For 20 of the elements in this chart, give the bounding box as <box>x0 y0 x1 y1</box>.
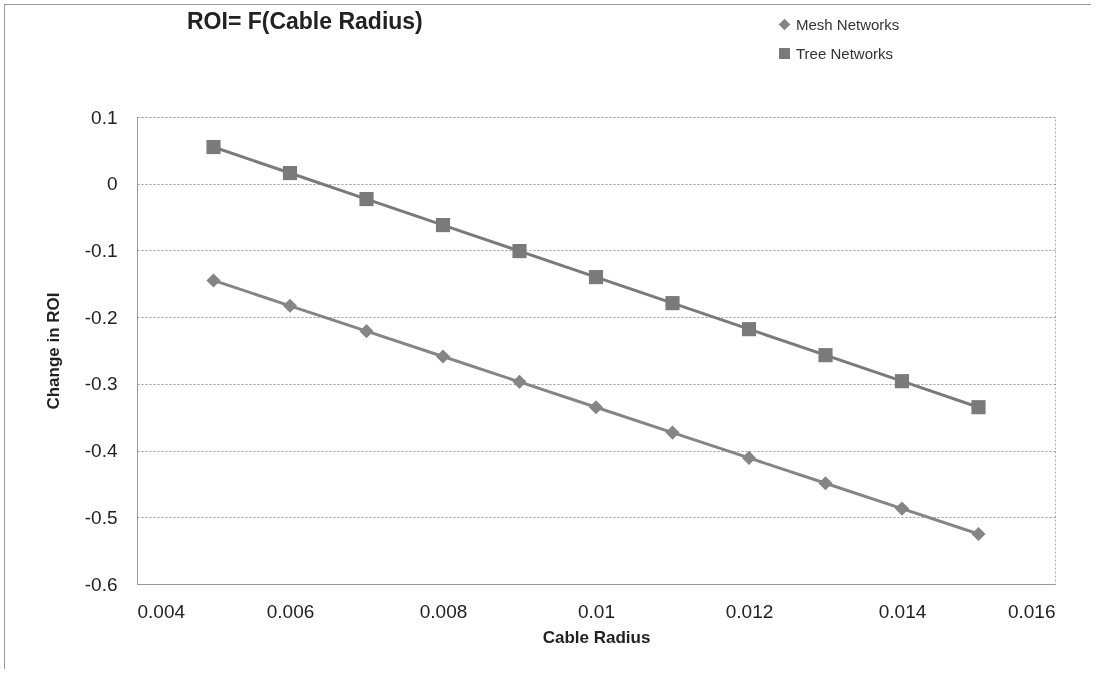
y-tick-label: -0.2 <box>84 306 118 328</box>
y-tick-label: 0.1 <box>91 106 118 128</box>
y-tick-label: -0.3 <box>84 373 118 395</box>
y-tick-label: -0.6 <box>84 573 118 595</box>
y-axis-title: Change in ROI <box>43 292 63 410</box>
y-tick-label: -0.5 <box>84 506 118 528</box>
y-tick-label: 0 <box>106 173 118 195</box>
legend-label: Mesh Networks <box>796 15 900 33</box>
x-tick-label: 0.008 <box>419 600 468 622</box>
x-tick-label: 0.01 <box>578 600 615 622</box>
x-tick-label: 0.006 <box>266 600 315 622</box>
x-tick-label: 0.016 <box>1007 600 1056 622</box>
x-tick-label: 0.012 <box>725 600 774 622</box>
chart-title: ROI= F(Cable Radius) <box>187 8 423 34</box>
y-tick-label: -0.1 <box>84 239 118 261</box>
x-tick-label: 0.014 <box>878 600 927 622</box>
legend-label: Tree Networks <box>796 44 893 62</box>
x-axis-title: Cable Radius <box>542 627 651 647</box>
x-tick-label: 0.004 <box>137 600 186 622</box>
y-tick-label: -0.4 <box>84 440 118 462</box>
